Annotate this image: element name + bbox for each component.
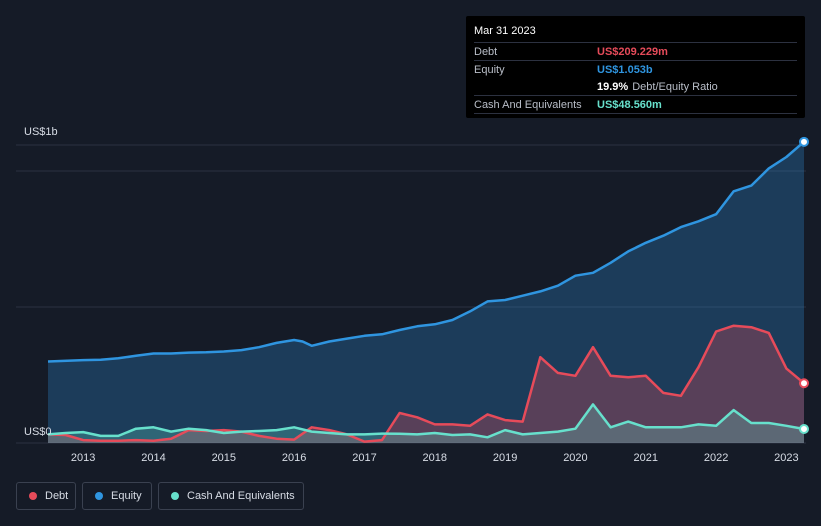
equity-area	[48, 141, 804, 444]
tooltip-row-cash: Cash And Equivalents US$48.560m	[474, 95, 797, 114]
legend-item-equity[interactable]: Equity	[82, 482, 152, 510]
legend-debt-label: Debt	[45, 490, 69, 502]
legend-item-cash[interactable]: Cash And Equivalents	[158, 482, 304, 510]
tooltip-ratio-value: 19.9%	[597, 80, 629, 93]
debt-endpoint	[799, 378, 809, 389]
series-lines	[47, 140, 805, 443]
legend-equity-label: Equity	[111, 490, 142, 502]
tooltip-cash-label: Cash And Equivalents	[474, 98, 582, 111]
tooltip-ratio-label: Debt/Equity Ratio	[632, 80, 718, 93]
cash-area	[48, 404, 804, 443]
equity-dot-icon	[95, 492, 103, 500]
cash-dot-icon	[171, 492, 179, 500]
x-tick-label: 2023	[774, 452, 798, 464]
x-tick-label: 2016	[282, 452, 306, 464]
series-areas	[48, 141, 804, 444]
tooltip-equity-label: Equity	[474, 63, 505, 76]
legend-cash-label: Cash And Equivalents	[187, 490, 295, 502]
equity-line	[47, 140, 805, 363]
x-tick-label: 2017	[352, 452, 376, 464]
x-tick-label: 2019	[493, 452, 517, 464]
tooltip-debt-value: US$209.229m	[597, 45, 668, 58]
tooltip-debt-label: Debt	[474, 45, 498, 58]
x-tick-label: 2021	[634, 452, 658, 464]
x-tick-label: 2014	[141, 452, 165, 464]
cash-line	[47, 403, 805, 439]
x-tick-labels: 2013 2014 2015 2016 2017 2018 2019 2020 2021 2022…	[71, 452, 799, 464]
tooltip-row-ratio: 19.9% Debt/Equity Ratio	[474, 78, 797, 95]
tooltip-cash-value: US$48.560m	[597, 98, 662, 111]
x-tick-label: 2013	[71, 452, 95, 464]
debt-area	[48, 325, 804, 443]
x-tick-label: 2020	[563, 452, 587, 464]
tooltip-equity-value: US$1.053b	[597, 63, 653, 76]
x-tick-label: 2015	[212, 452, 236, 464]
cash-endpoint	[799, 423, 809, 434]
tooltip-row-equity: Equity US$1.053b	[474, 60, 797, 78]
x-tick-label: 2022	[704, 452, 728, 464]
tooltip: Mar 31 2023 Debt US$209.229m Equity US$1…	[466, 16, 805, 118]
tooltip-row-debt: Debt US$209.229m	[474, 42, 797, 60]
tooltip-date: Mar 31 2023	[474, 25, 536, 37]
y-tick-label-0: US$0	[24, 426, 52, 438]
legend-item-debt[interactable]: Debt	[16, 482, 76, 510]
debt-dot-icon	[29, 492, 37, 500]
debt-line	[47, 324, 805, 443]
x-tick-label: 2018	[423, 452, 447, 464]
series-endpoints	[799, 136, 809, 434]
gridlines	[16, 144, 806, 444]
y-tick-label-1b: US$1b	[24, 126, 58, 138]
equity-endpoint	[799, 136, 809, 147]
